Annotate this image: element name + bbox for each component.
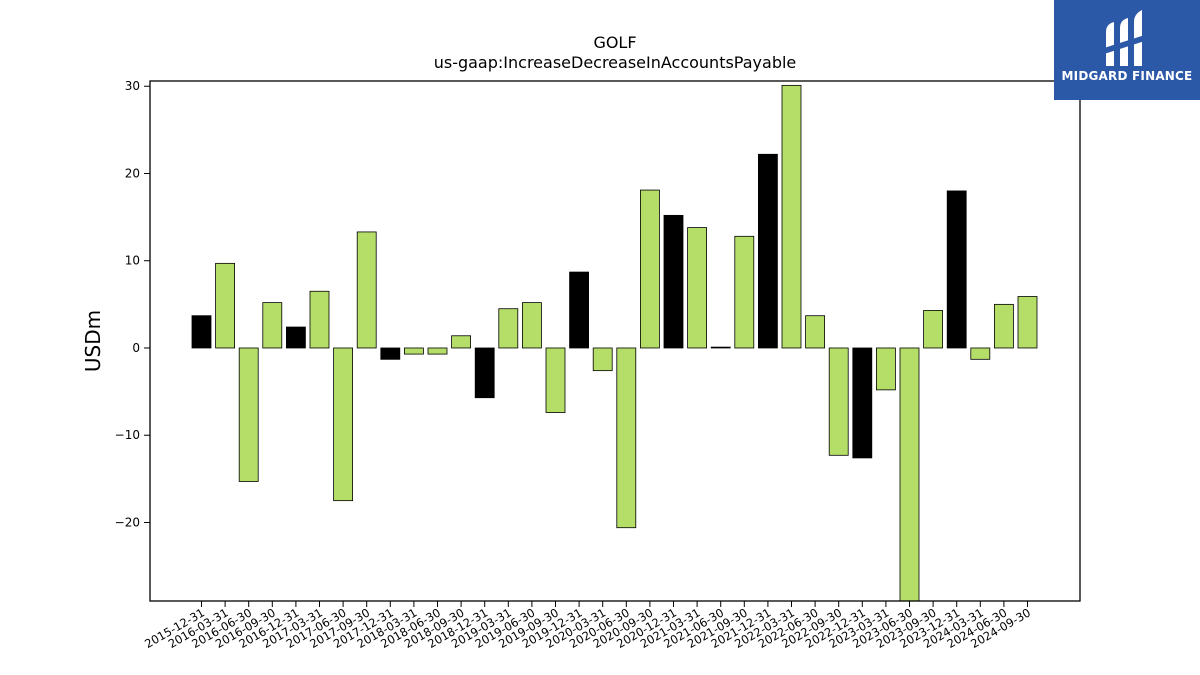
midgard-logo-mark-icon: [1104, 10, 1148, 66]
bar-2024-06-30: [994, 303, 1014, 349]
bar-2018-09-30: [451, 335, 472, 349]
bar-2016-06-30: [238, 347, 259, 482]
y-tick-label: −10: [115, 428, 140, 442]
bar-2019-09-30: [545, 347, 566, 413]
y-axis-label: USDm: [81, 310, 105, 372]
chart-title: GOLF: [593, 33, 637, 52]
bar-2020-03-31: [592, 347, 613, 372]
chart-subtitle: us-gaap:IncreaseDecreaseInAccountsPayabl…: [433, 53, 797, 72]
bar-2020-12-31: [663, 214, 684, 349]
bar-2021-09-30: [734, 235, 755, 349]
brand-logo: MIDGARD FINANCE: [1054, 0, 1200, 100]
bar-2020-06-30: [616, 347, 637, 529]
bar-2019-06-30: [522, 302, 542, 349]
x-axis: 2015-12-312016-03-312016-06-302016-09-30…: [142, 601, 1033, 651]
y-tick-label: 30: [125, 79, 140, 93]
bar-2021-06-30: [710, 346, 731, 349]
bar-2023-09-30: [923, 310, 943, 349]
y-tick-label: 20: [125, 166, 140, 180]
bar-2022-03-31: [781, 84, 802, 349]
bar-2023-06-30: [899, 347, 920, 602]
brand-name: MIDGARD FINANCE: [1061, 69, 1193, 83]
bar-2023-12-31: [946, 190, 967, 349]
bar-2018-12-31: [474, 347, 495, 399]
plot-frame: [149, 80, 1081, 602]
bar-2022-09-30: [828, 347, 849, 456]
bar-2019-12-31: [569, 271, 589, 349]
bar-2015-12-31: [191, 315, 212, 349]
bar-2020-09-30: [640, 189, 660, 349]
y-tick-label: −20: [115, 515, 140, 529]
bar-2017-06-30: [333, 347, 354, 502]
bar-2022-12-31: [852, 347, 873, 459]
bar-2021-12-31: [758, 153, 778, 349]
bar-2016-09-30: [262, 302, 283, 349]
bar-2019-03-31: [498, 308, 519, 349]
bar-2017-12-31: [380, 347, 401, 360]
bar-2024-09-30: [1017, 296, 1038, 349]
bar-2018-06-30: [427, 347, 448, 355]
y-axis: −20 −10 0 10 20 30: [115, 79, 150, 529]
bar-2021-03-31: [687, 227, 707, 349]
bars-group: [191, 84, 1038, 602]
bar-2017-03-31: [309, 290, 330, 349]
bar-2016-03-31: [215, 262, 236, 349]
bar-2024-03-31: [970, 347, 991, 360]
y-tick-label: 10: [125, 254, 140, 268]
bar-2018-03-31: [403, 347, 424, 355]
bar-2017-09-30: [356, 231, 377, 349]
bar-2023-03-31: [876, 347, 896, 391]
bar-2022-06-30: [805, 315, 825, 349]
y-tick-label: 0: [132, 341, 140, 355]
bar-2016-12-31: [285, 326, 306, 349]
